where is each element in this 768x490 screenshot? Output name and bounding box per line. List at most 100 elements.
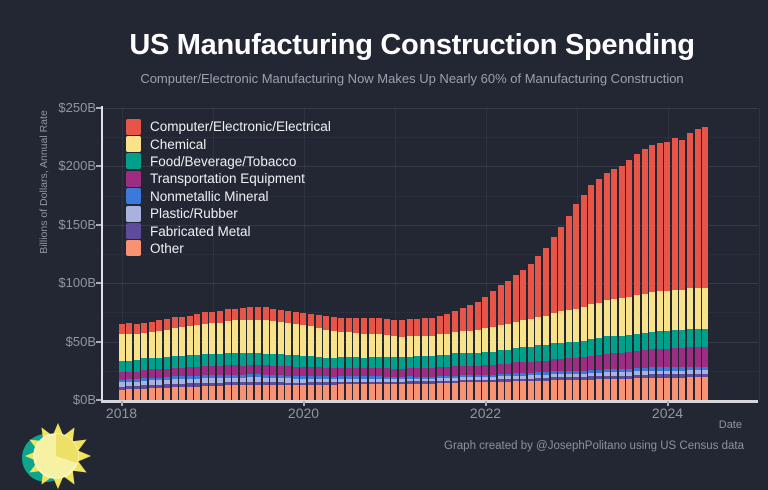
- bar-2018-01[interactable]: [118, 323, 125, 400]
- bar-2021-01[interactable]: [391, 319, 398, 400]
- bar-2024-04[interactable]: [687, 132, 693, 400]
- bar-2022-08[interactable]: [535, 255, 542, 400]
- bar-2019-05[interactable]: [239, 308, 246, 400]
- bar-2022-03[interactable]: [497, 285, 504, 400]
- legend-item-computer-electronic-electrical[interactable]: Computer/Electronic/Electrical: [126, 118, 331, 135]
- bar-2018-11[interactable]: [194, 314, 201, 400]
- bar-2019-11[interactable]: [285, 311, 292, 400]
- bar-2019-09[interactable]: [270, 308, 277, 400]
- bar-2021-02[interactable]: [398, 320, 405, 400]
- bar-segment: [118, 372, 125, 380]
- bar-2020-11[interactable]: [376, 318, 383, 400]
- bar-2023-09[interactable]: [633, 153, 640, 400]
- bar-2022-06[interactable]: [520, 270, 527, 400]
- bar-2020-05[interactable]: [330, 316, 337, 400]
- bar-2019-08[interactable]: [262, 307, 269, 400]
- bar-2022-07[interactable]: [527, 264, 534, 400]
- bar-2018-07[interactable]: [163, 319, 170, 400]
- bar-segment: [527, 264, 534, 319]
- bar-2021-06[interactable]: [429, 317, 436, 400]
- bar-2023-03[interactable]: [588, 184, 595, 400]
- bar-2019-10[interactable]: [277, 310, 284, 400]
- bar-2018-02[interactable]: [126, 322, 133, 400]
- bar-2022-11[interactable]: [558, 226, 565, 400]
- bar-2023-01[interactable]: [573, 203, 580, 400]
- bar-segment: [656, 331, 663, 349]
- bar-2021-11[interactable]: [467, 305, 474, 400]
- bar-segment: [398, 377, 405, 380]
- legend-item-chemical[interactable]: Chemical: [126, 135, 331, 153]
- bar-segment: [520, 381, 527, 400]
- bar-2020-10[interactable]: [368, 318, 375, 400]
- bar-segment: [633, 371, 640, 375]
- bar-2020-06[interactable]: [338, 317, 345, 400]
- bar-2018-06[interactable]: [156, 320, 163, 400]
- bar-2021-05[interactable]: [421, 318, 428, 400]
- legend-item-other[interactable]: Other: [126, 240, 331, 257]
- bar-2021-07[interactable]: [436, 315, 443, 400]
- bar-2023-06[interactable]: [611, 169, 618, 400]
- legend-item-nonmetallic-mineral[interactable]: Nonmetallic Mineral: [126, 188, 331, 205]
- bar-2024-01[interactable]: [664, 141, 671, 400]
- bar-segment: [179, 355, 186, 368]
- bar-2023-04[interactable]: [596, 178, 603, 400]
- bar-2020-07[interactable]: [345, 317, 352, 400]
- bar-2023-08[interactable]: [626, 160, 633, 400]
- bar-segment: [588, 303, 595, 339]
- bar-2023-02[interactable]: [580, 194, 587, 400]
- bar-2021-09[interactable]: [452, 311, 459, 400]
- bar-2021-10[interactable]: [459, 308, 466, 400]
- bar-segment: [626, 375, 633, 379]
- bar-2022-12[interactable]: [565, 216, 572, 400]
- bar-2024-06[interactable]: [702, 127, 709, 400]
- bar-2021-03[interactable]: [406, 319, 413, 400]
- bar-2022-02[interactable]: [489, 291, 496, 400]
- bar-2020-04[interactable]: [323, 316, 330, 400]
- bar-2022-04[interactable]: [505, 280, 512, 400]
- bar-2021-04[interactable]: [414, 318, 421, 400]
- bar-2024-05[interactable]: [694, 129, 701, 400]
- bar-2024-02[interactable]: [671, 138, 678, 400]
- bar-2018-05[interactable]: [148, 321, 155, 400]
- bar-2023-10[interactable]: [641, 148, 648, 400]
- bar-2018-08[interactable]: [171, 316, 178, 400]
- legend-item-plastic-rubber[interactable]: Plastic/Rubber: [126, 205, 331, 222]
- bar-2019-03[interactable]: [224, 308, 231, 400]
- bar-2021-08[interactable]: [444, 314, 451, 400]
- bar-2019-01[interactable]: [209, 311, 216, 400]
- bar-2022-10[interactable]: [550, 236, 557, 400]
- legend-item-fabricated-metal[interactable]: Fabricated Metal: [126, 222, 331, 240]
- bar-2018-09[interactable]: [179, 316, 186, 400]
- bar-2024-03[interactable]: [679, 140, 686, 400]
- bar-2023-12[interactable]: [656, 143, 663, 400]
- bar-2018-04[interactable]: [141, 322, 148, 400]
- bar-2020-12[interactable]: [383, 318, 390, 400]
- bar-2020-02[interactable]: [308, 313, 314, 400]
- bar-2022-05[interactable]: [512, 274, 519, 400]
- legend-item-transportation-equipment[interactable]: Transportation Equipment: [126, 170, 331, 187]
- bar-2023-05[interactable]: [603, 172, 610, 400]
- bar-2020-01[interactable]: [300, 313, 307, 400]
- bar-2022-01[interactable]: [482, 296, 489, 400]
- bar-2019-04[interactable]: [232, 308, 239, 400]
- bar-2022-09[interactable]: [542, 248, 549, 400]
- bar-2020-09[interactable]: [361, 318, 368, 400]
- bar-2023-07[interactable]: [618, 166, 625, 400]
- bar-2018-10[interactable]: [186, 315, 193, 400]
- bar-segment: [482, 365, 489, 375]
- bar-2021-12[interactable]: [474, 302, 481, 400]
- bar-segment: [452, 311, 459, 333]
- bar-2023-11[interactable]: [649, 144, 656, 400]
- bar-2020-08[interactable]: [353, 318, 360, 400]
- bar-2019-07[interactable]: [254, 306, 261, 400]
- bar-2019-02[interactable]: [217, 310, 224, 400]
- bar-2018-12[interactable]: [201, 312, 208, 400]
- bar-2018-03[interactable]: [133, 323, 140, 400]
- bar-2019-06[interactable]: [247, 307, 254, 400]
- bar-segment: [633, 351, 640, 369]
- bar-segment: [254, 353, 261, 366]
- bar-2019-12[interactable]: [292, 312, 299, 400]
- bar-segment: [641, 293, 648, 333]
- legend-item-food-beverage-tobacco[interactable]: Food/Beverage/Tobacco: [126, 153, 331, 170]
- bar-2020-03[interactable]: [315, 314, 322, 400]
